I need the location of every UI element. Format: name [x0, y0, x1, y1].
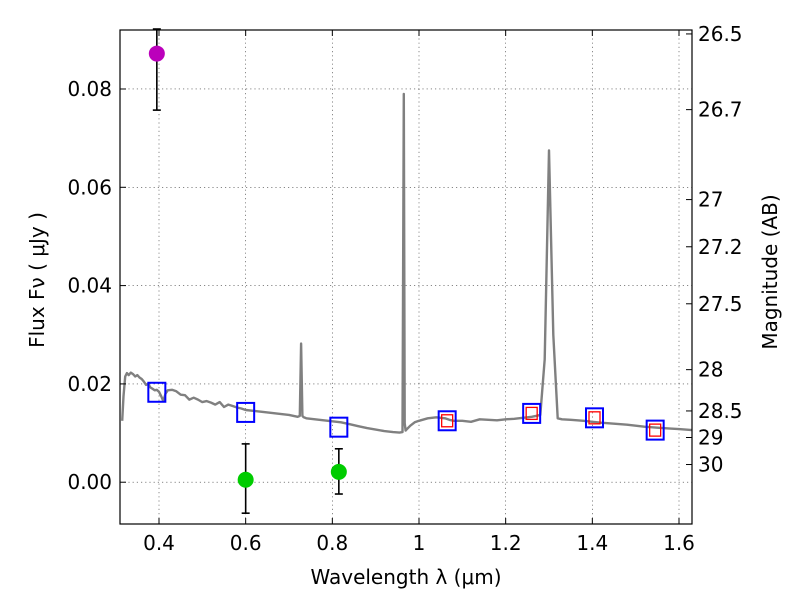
y-tick-label: 0.06: [67, 175, 112, 199]
grid: [120, 30, 692, 524]
x-tick-label: 1.2: [490, 531, 522, 555]
mag-tick-label: 27.5: [698, 292, 743, 316]
x-tick-label: 0.8: [316, 531, 348, 555]
y2-axis-label: Magnitude (AB): [758, 194, 782, 349]
model-band-square: [522, 402, 542, 424]
x-tick-label: 1.4: [576, 531, 608, 555]
y-tick-label: 0.00: [67, 470, 112, 494]
ir-band-square: [649, 423, 662, 437]
x-tick-label: 1: [413, 531, 426, 555]
mag-tick-label: 28.5: [698, 399, 743, 423]
model-band-square: [147, 381, 167, 403]
x-axis-label: Wavelength λ (μm): [310, 565, 501, 589]
y-tick-label: 0.02: [67, 372, 112, 396]
y-axis-label: Flux Fν ( μJy ): [25, 212, 49, 348]
mag-tick-label: 26.5: [698, 22, 743, 46]
spectrum-line: [121, 92, 693, 434]
plot-series: [121, 28, 693, 514]
ir-band-square: [441, 414, 454, 428]
x-tick-label: 1.6: [663, 531, 695, 555]
ir-band-square: [588, 411, 601, 425]
model-band-square: [437, 410, 457, 432]
axis-ticks: 0.4 0.6 0.8 1 1.2 1.4 1.6 0.00 0.02 0.04 0.06 0.08 2…: [67, 22, 742, 555]
model-band-square: [329, 416, 349, 438]
x-tick-label: 0.4: [143, 531, 175, 555]
mag-tick-label: 30: [698, 453, 723, 477]
mag-tick-label: 29: [698, 425, 723, 449]
x-tick-label: 0.6: [230, 531, 262, 555]
data-point: [330, 463, 347, 480]
model-band-square: [236, 401, 256, 423]
mag-tick-label: 26.7: [698, 98, 743, 122]
ir-band-square: [525, 406, 538, 421]
mag-tick-label: 27.2: [698, 235, 743, 259]
data-point: [148, 45, 165, 62]
model-band-square: [585, 407, 604, 429]
model-band-square: [645, 419, 665, 441]
mag-tick-label: 28: [698, 358, 723, 382]
plot-frame: [119, 29, 693, 525]
mag-tick-label: 27: [698, 188, 723, 212]
y-tick-label: 0.04: [67, 274, 112, 298]
y-tick-label: 0.08: [67, 77, 112, 101]
data-point: [237, 471, 254, 488]
